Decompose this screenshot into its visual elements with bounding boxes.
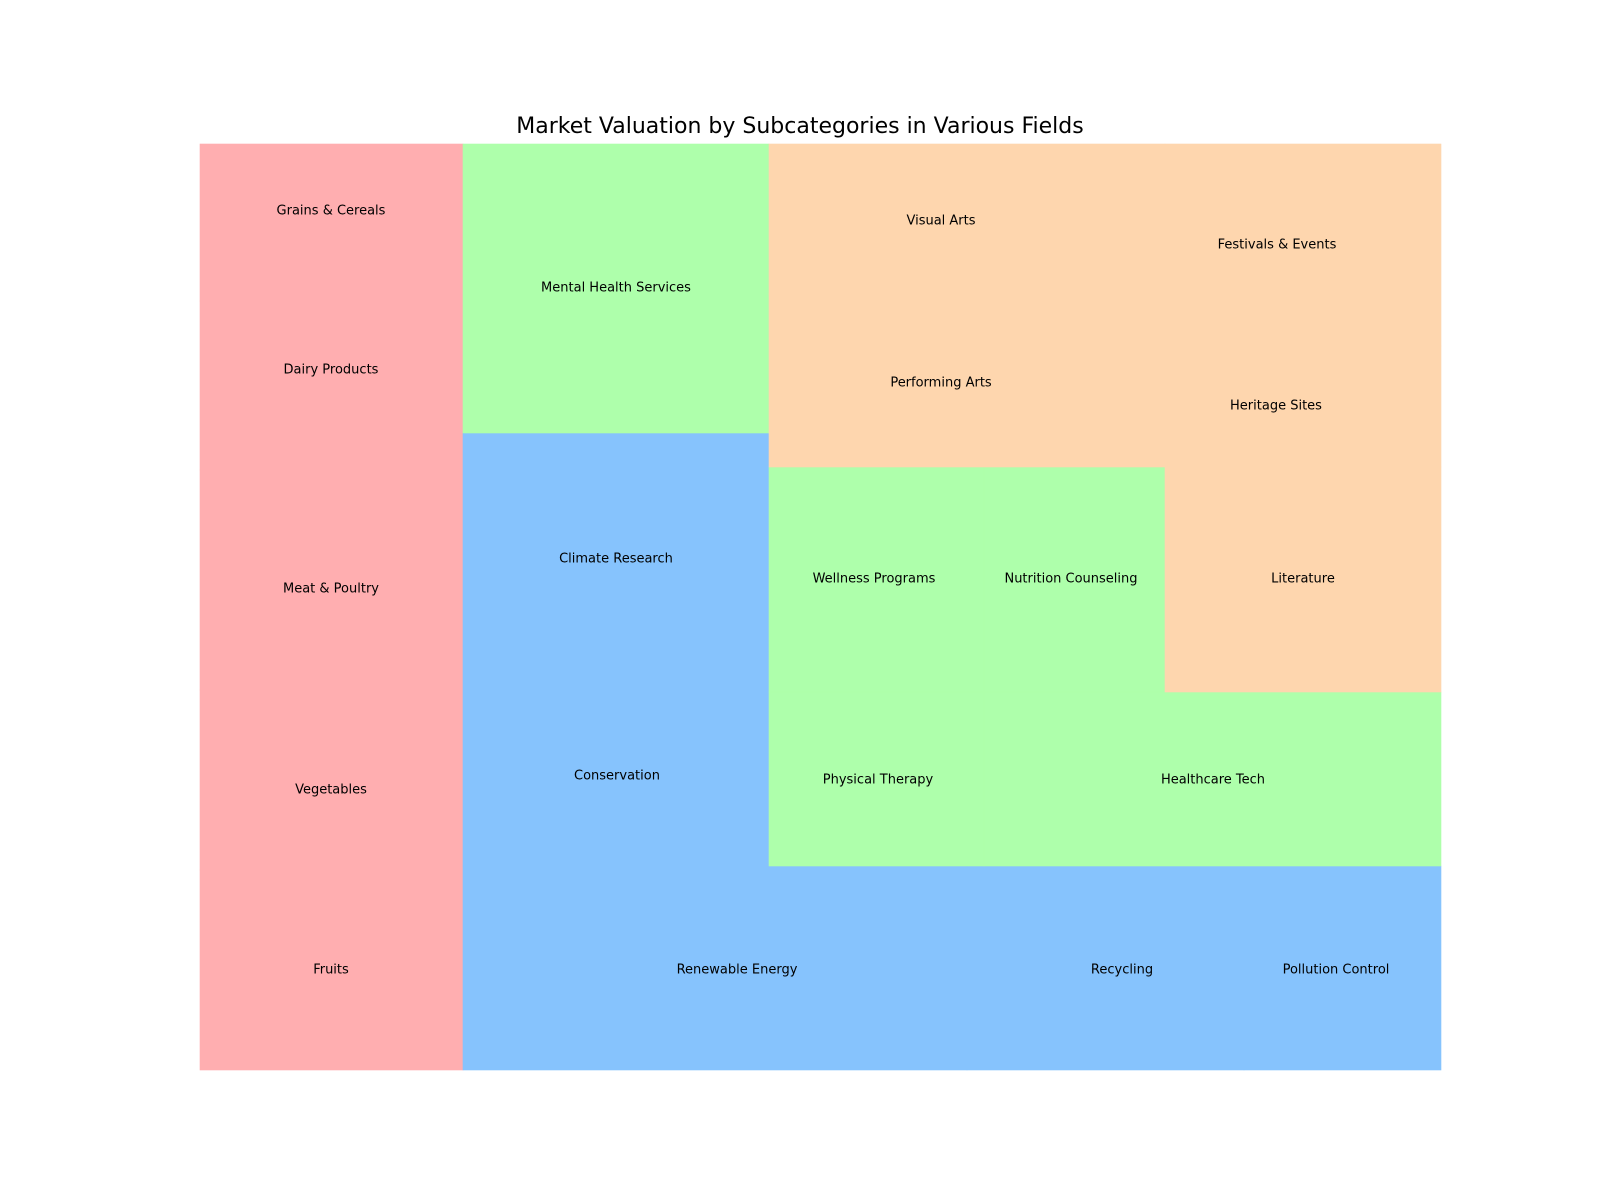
tile-visual-arts <box>768 143 1166 295</box>
tile-recycling <box>966 865 1245 1071</box>
tile-physical-therapy <box>768 691 985 867</box>
tile-label-festivals-and-events: Festivals & Events <box>1218 238 1337 253</box>
tile-pollution-control <box>1243 865 1442 1071</box>
tile-label-renewable-energy: Renewable Energy <box>677 963 798 978</box>
tile-label-climate-research: Climate Research <box>559 552 673 567</box>
tile-heritage-sites <box>1164 345 1442 468</box>
tile-label-recycling: Recycling <box>1091 963 1153 978</box>
tile-healthcare-tech <box>983 691 1442 867</box>
tile-meat-and-poultry <box>199 469 464 691</box>
tile-label-vegetables: Vegetables <box>295 783 367 798</box>
tile-label-healthcare-tech: Healthcare Tech <box>1161 773 1265 788</box>
tile-label-literature: Literature <box>1271 572 1335 587</box>
tile-wellness-programs <box>768 466 985 693</box>
tile-literature <box>1164 466 1442 693</box>
tile-label-physical-therapy: Physical Therapy <box>823 773 934 788</box>
tile-conservation <box>462 645 770 867</box>
tile-dairy-products <box>199 300 464 471</box>
tile-label-pollution-control: Pollution Control <box>1283 963 1390 978</box>
tile-nutrition-counseling <box>983 466 1166 693</box>
tile-label-mental-health-services: Mental Health Services <box>541 281 691 296</box>
tile-mental-health-services <box>462 143 770 434</box>
tile-grains-and-cereals <box>199 143 464 302</box>
tile-label-nutrition-counseling: Nutrition Counseling <box>1004 572 1137 587</box>
tile-performing-arts <box>768 293 1166 468</box>
tile-fruits <box>199 869 464 1071</box>
tile-label-dairy-products: Dairy Products <box>284 363 379 378</box>
tile-label-meat-and-poultry: Meat & Poultry <box>283 582 379 597</box>
tile-label-heritage-sites: Heritage Sites <box>1230 399 1322 414</box>
tile-label-conservation: Conservation <box>574 769 660 784</box>
chart-title: Market Valuation by Subcategories in Var… <box>516 114 1084 139</box>
tile-festivals-and-events <box>1164 143 1442 347</box>
tile-label-grains-and-cereals: Grains & Cereals <box>277 204 386 219</box>
tile-vegetables <box>199 689 464 871</box>
tile-label-wellness-programs: Wellness Programs <box>813 572 936 587</box>
tile-climate-research <box>462 432 770 647</box>
tile-label-performing-arts: Performing Arts <box>890 376 992 391</box>
tile-label-fruits: Fruits <box>313 963 349 978</box>
tile-label-visual-arts: Visual Arts <box>906 214 975 229</box>
